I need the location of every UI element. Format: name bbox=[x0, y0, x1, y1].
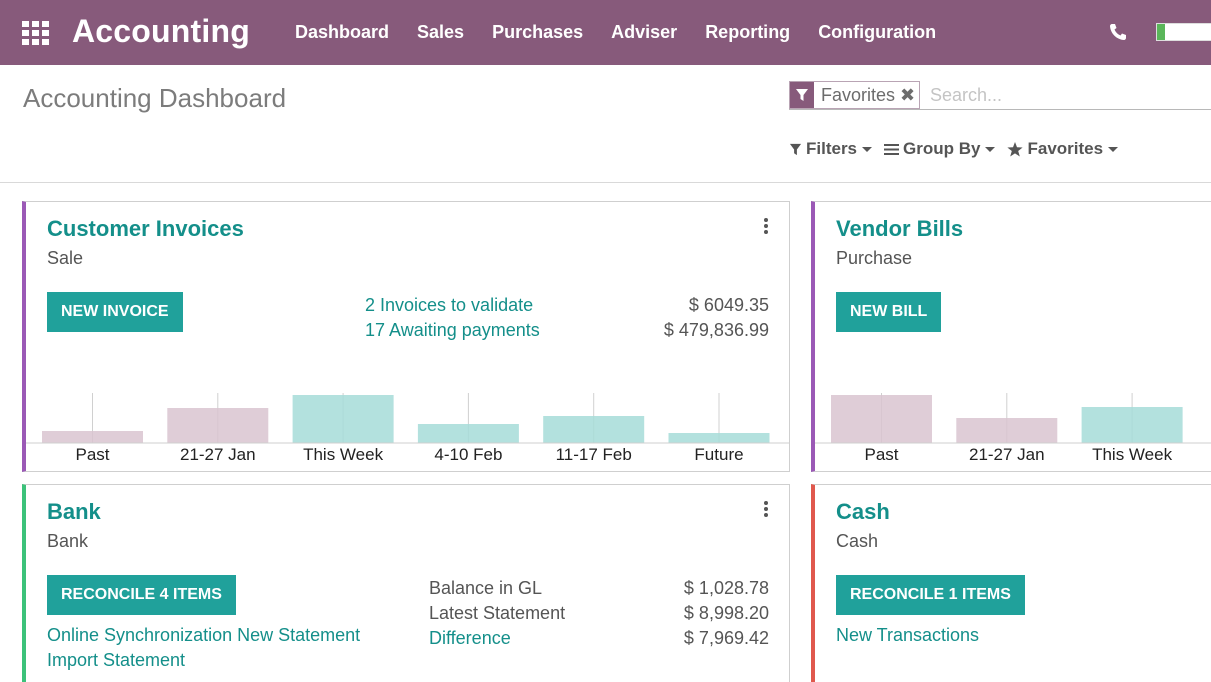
group-by-dropdown[interactable]: Group By bbox=[884, 139, 996, 159]
caret-down-icon bbox=[1108, 146, 1119, 152]
filters-dropdown[interactable]: Filters bbox=[789, 139, 873, 159]
import-statement-link[interactable]: Import Statement bbox=[47, 650, 186, 670]
filters-label: Filters bbox=[806, 139, 858, 158]
chart-tick-label: Future bbox=[694, 445, 743, 464]
filter-icon bbox=[790, 82, 814, 108]
card-subtitle: Cash bbox=[836, 531, 879, 551]
search-options: Filters Group By Favorites bbox=[789, 139, 1130, 159]
facet-label: Favorites bbox=[821, 84, 896, 105]
online-sync-link[interactable]: Online Synchronization New Statement bbox=[47, 625, 361, 645]
journal-card-vendor-bills: Vendor Bills Purchase NEW BILL Past 21-27… bbox=[811, 201, 1211, 472]
chart-bar[interactable] bbox=[42, 431, 143, 443]
awaiting-payments-link[interactable]: 17 Awaiting payments bbox=[365, 320, 540, 340]
caret-down-icon bbox=[985, 146, 996, 152]
chart-bar[interactable] bbox=[956, 418, 1058, 443]
caret-down-icon bbox=[862, 146, 873, 152]
balance-gl-amount: $ 1,028.78 bbox=[683, 578, 769, 598]
kebab-menu-icon[interactable] bbox=[762, 501, 770, 517]
invoices-bar-chart[interactable]: Past 21-27 Jan This Week 4-10 Feb 11-17 Feb F… bbox=[26, 202, 790, 472]
menu-item-adviser[interactable]: Adviser bbox=[611, 22, 678, 42]
chart-bar[interactable] bbox=[417, 424, 519, 443]
page-title: Accounting Dashboard bbox=[23, 83, 287, 113]
top-navbar: Accounting Dashboard Sales Purchases Adv… bbox=[0, 0, 1211, 65]
difference-link[interactable]: Difference bbox=[429, 628, 511, 648]
chart-tick-label: 4-10 Feb bbox=[434, 445, 502, 464]
menu-item-purchases[interactable]: Purchases bbox=[492, 22, 584, 42]
filter-icon bbox=[789, 143, 802, 155]
reconcile-items-button[interactable]: RECONCILE 1 ITEMS bbox=[836, 575, 1025, 615]
new-invoice-button[interactable]: NEW INVOICE bbox=[47, 292, 183, 332]
chart-tick-label: Past bbox=[864, 445, 898, 464]
app-title[interactable]: Accounting bbox=[72, 13, 250, 49]
search-input[interactable] bbox=[930, 82, 1210, 108]
invoices-to-validate-link[interactable]: 2 Invoices to validate bbox=[365, 295, 534, 315]
chart-bar[interactable] bbox=[831, 395, 932, 443]
invoices-to-validate-amount: $ 6049.35 bbox=[688, 295, 769, 315]
chart-tick-label: 21-27 Jan bbox=[180, 445, 256, 464]
close-icon[interactable]: ✖ bbox=[900, 84, 916, 105]
favorites-label: Favorites bbox=[1027, 139, 1104, 158]
journal-card-customer-invoices: Customer Invoices Sale NEW INVOICE 2 Inv… bbox=[22, 201, 790, 472]
journal-card-cash: Cash Cash RECONCILE 1 ITEMS New Transact… bbox=[811, 484, 1211, 682]
chart-tick-label: 11-17 Feb bbox=[556, 445, 632, 464]
difference-amount: $ 7,969.42 bbox=[683, 628, 769, 648]
chart-tick-label: Past bbox=[75, 445, 109, 464]
chart-bar[interactable] bbox=[543, 416, 645, 443]
search-facet[interactable]: Favorites ✖ bbox=[789, 81, 921, 109]
control-panel: Accounting Dashboard Favorites ✖ Filters… bbox=[0, 65, 1211, 183]
chart-bar[interactable] bbox=[167, 408, 269, 443]
main-menu: Dashboard Sales Purchases Adviser Report… bbox=[295, 22, 964, 43]
chart-bar[interactable] bbox=[1081, 407, 1183, 443]
menu-item-reporting[interactable]: Reporting bbox=[705, 22, 791, 42]
card-title[interactable]: Vendor Bills bbox=[836, 216, 964, 241]
card-title[interactable]: Customer Invoices bbox=[47, 216, 244, 241]
search-bar: Favorites ✖ bbox=[789, 81, 1211, 110]
status-indicator bbox=[1156, 23, 1211, 41]
journal-card-bank: Bank Bank RECONCILE 4 ITEMS Online Synch… bbox=[22, 484, 790, 682]
bills-bar-chart[interactable]: Past 21-27 Jan This Week bbox=[815, 202, 1211, 472]
card-subtitle: Purchase bbox=[836, 248, 913, 268]
menu-item-configuration[interactable]: Configuration bbox=[818, 22, 937, 42]
card-subtitle: Bank bbox=[47, 531, 89, 551]
star-icon bbox=[1007, 141, 1024, 156]
reconcile-items-button[interactable]: RECONCILE 4 ITEMS bbox=[47, 575, 236, 615]
card-subtitle: Sale bbox=[47, 248, 84, 268]
group-by-label: Group By bbox=[903, 139, 981, 158]
list-icon bbox=[884, 143, 900, 155]
menu-item-sales[interactable]: Sales bbox=[417, 22, 465, 42]
apps-grid-icon[interactable] bbox=[22, 21, 50, 45]
new-bill-button[interactable]: NEW BILL bbox=[836, 292, 942, 332]
latest-statement-label: Latest Statement bbox=[429, 603, 566, 623]
chart-tick-label: This Week bbox=[1092, 445, 1172, 464]
chart-bar[interactable] bbox=[292, 395, 394, 443]
chart-tick-label: This Week bbox=[303, 445, 383, 464]
chart-tick-label: 21-27 Jan bbox=[969, 445, 1045, 464]
card-title[interactable]: Cash bbox=[836, 499, 890, 524]
awaiting-payments-amount: $ 479,836.99 bbox=[663, 320, 769, 340]
balance-gl-label: Balance in GL bbox=[429, 578, 543, 598]
new-transactions-link[interactable]: New Transactions bbox=[836, 625, 980, 645]
latest-statement-amount: $ 8,998.20 bbox=[683, 603, 769, 623]
phone-icon[interactable] bbox=[1108, 22, 1128, 42]
chart-bar[interactable] bbox=[668, 433, 770, 443]
kebab-menu-icon[interactable] bbox=[762, 218, 770, 234]
menu-item-dashboard[interactable]: Dashboard bbox=[295, 22, 390, 42]
card-title[interactable]: Bank bbox=[47, 499, 101, 524]
favorites-dropdown[interactable]: Favorites bbox=[1007, 139, 1119, 159]
